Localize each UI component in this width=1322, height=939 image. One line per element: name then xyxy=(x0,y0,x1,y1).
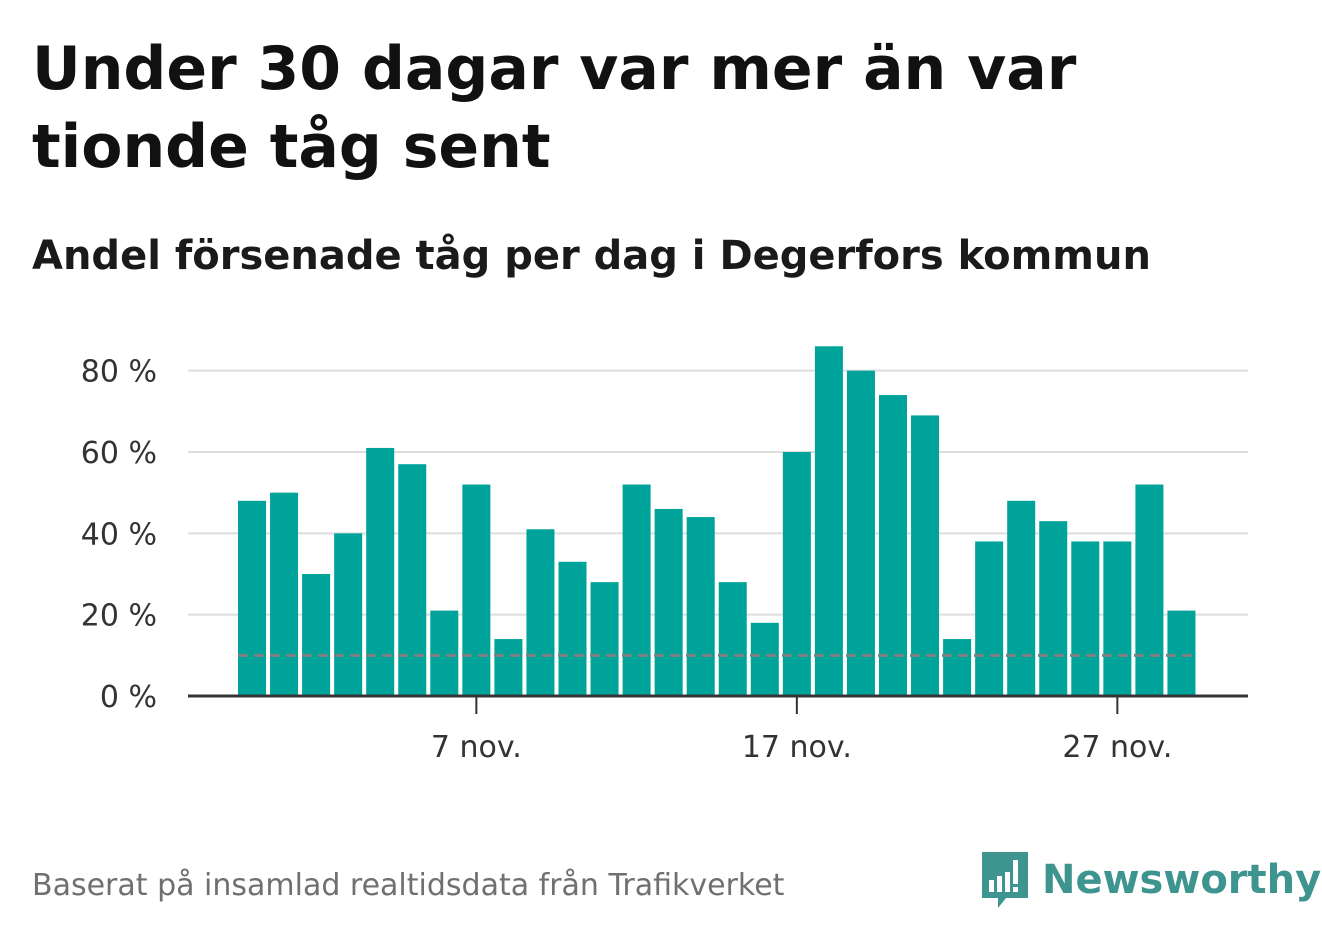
bar xyxy=(270,492,299,696)
bar xyxy=(526,529,555,696)
bar xyxy=(462,484,491,696)
x-tick-labels: 7 nov. 17 nov. 27 nov. xyxy=(431,730,1172,765)
bar xyxy=(1071,541,1100,696)
bar xyxy=(1167,610,1196,696)
bar xyxy=(1007,500,1036,696)
bar xyxy=(334,533,363,696)
x-tick-label: 17 nov. xyxy=(742,730,852,765)
x-tick-label: 7 nov. xyxy=(431,730,522,765)
bar xyxy=(590,582,619,696)
source-note: Baserat på insamlad realtidsdata från Tr… xyxy=(32,868,785,903)
y-tick-label: 0 % xyxy=(100,680,157,715)
bar xyxy=(558,561,587,696)
bar xyxy=(879,395,907,696)
bar xyxy=(686,517,715,696)
bar xyxy=(302,574,331,696)
bar xyxy=(943,639,972,696)
bar xyxy=(911,415,940,696)
bar xyxy=(718,582,747,696)
axes xyxy=(188,694,1248,714)
y-tick-label: 40 % xyxy=(81,517,157,552)
bar xyxy=(494,639,523,696)
y-tick-label: 20 % xyxy=(81,599,157,634)
bar xyxy=(622,484,651,696)
bar-chart: 0 % 20 % 40 % 60 % 80 % 7 nov. 17 nov. 27 nov. xyxy=(81,346,1248,765)
bar xyxy=(654,508,683,696)
bar xyxy=(814,346,843,696)
bar xyxy=(366,447,395,696)
newsworthy-logo-icon xyxy=(982,852,1028,908)
bar xyxy=(238,500,266,696)
brand-logo: Newsworthy xyxy=(980,848,1321,912)
bar xyxy=(430,610,459,696)
bar xyxy=(750,622,779,696)
brand-name: Newsworthy xyxy=(1042,857,1322,903)
bars xyxy=(238,346,1196,696)
x-tick-label: 27 nov. xyxy=(1062,730,1172,765)
chart-subtitle: Andel försenade tåg per dag i Degerfors … xyxy=(32,233,1151,279)
bar xyxy=(975,541,1004,696)
bar xyxy=(846,370,875,696)
y-tick-label: 60 % xyxy=(81,436,157,471)
y-tick-labels: 0 % 20 % 40 % 60 % 80 % xyxy=(81,355,157,715)
bar xyxy=(1103,541,1132,696)
bar xyxy=(1135,484,1164,696)
chart-title: Under 30 dagar var mer än var tionde tåg… xyxy=(32,34,1077,182)
bar xyxy=(782,452,811,696)
bar xyxy=(398,464,427,696)
bar xyxy=(1039,521,1068,696)
y-tick-label: 80 % xyxy=(81,355,157,390)
